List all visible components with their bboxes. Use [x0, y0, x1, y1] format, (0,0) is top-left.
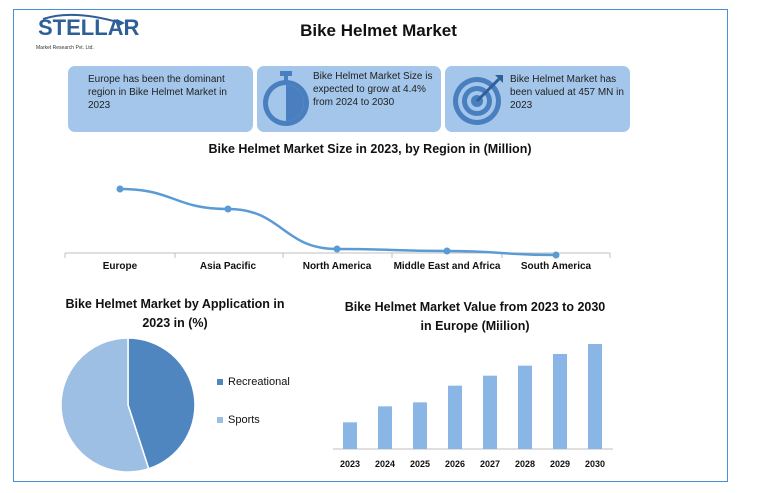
- application-pie-chart: [60, 337, 196, 473]
- legend-item-sports: Sports: [217, 414, 260, 426]
- stellar-logo: STELLAR Market Research Pvt. Ltd.: [33, 13, 139, 55]
- data-point-south-america: [552, 251, 560, 259]
- info-box-value: Bike Helmet Market has been valued at 45…: [445, 66, 630, 132]
- application-chart-title: Bike Helmet Market by Application in 202…: [65, 297, 285, 330]
- page-title: Bike Helmet Market: [300, 21, 457, 40]
- info-box-region-text: Europe has been the dominant region in B…: [88, 74, 227, 111]
- info-box-region: Europe has been the dominant region in B…: [68, 66, 253, 132]
- category-label: Europe: [102, 261, 138, 272]
- target-icon: [453, 75, 503, 125]
- data-point-asia-pacific: [224, 205, 232, 213]
- year-label: 2029: [549, 459, 571, 469]
- pie-slice-recreational: [127, 337, 196, 470]
- category-label: Asia Pacific: [199, 261, 257, 272]
- bar-2028: [518, 365, 532, 449]
- year-label: 2025: [409, 459, 431, 469]
- year-label: 2026: [444, 459, 466, 469]
- data-point-europe: [116, 185, 124, 193]
- bar-2026: [448, 385, 462, 449]
- bar-2027: [483, 375, 497, 449]
- region-chart-title: Bike Helmet Market Size in 2023, by Regi…: [208, 142, 532, 156]
- year-label: 2030: [584, 459, 606, 469]
- stopwatch-icon: [263, 71, 309, 126]
- europe-bar-chart: [333, 344, 613, 450]
- region-line-chart: [64, 185, 611, 259]
- category-label: Middle East and Africa: [393, 261, 501, 272]
- bar-2024: [378, 406, 392, 449]
- category-label: North America: [302, 261, 372, 272]
- bar-2025: [413, 402, 427, 449]
- logo-name: STELLAR: [38, 15, 140, 40]
- info-box-growth-text: Bike Helmet Market Size is expected to g…: [313, 71, 433, 108]
- logo-subtitle: Market Research Pvt. Ltd.: [36, 45, 94, 51]
- legend-swatch-recreational: [217, 379, 223, 386]
- year-label: 2028: [514, 459, 536, 469]
- pie-slice-sports: [60, 337, 150, 473]
- year-label: 2027: [479, 459, 501, 469]
- category-label: South America: [520, 261, 592, 272]
- legend-item-recreational: Recreational: [217, 376, 290, 388]
- bar-2023: [343, 422, 357, 449]
- europe-chart-title: Bike Helmet Market Value from 2023 to 20…: [344, 300, 606, 333]
- legend-label-sports: Sports: [228, 414, 260, 426]
- info-box-value-text: Bike Helmet Market has been valued at 45…: [510, 74, 624, 111]
- data-point-north-america: [333, 245, 341, 253]
- legend-label-recreational: Recreational: [228, 376, 290, 388]
- series-line: [119, 187, 557, 257]
- data-point-middle-east-and-africa: [443, 247, 451, 255]
- info-box-growth: Bike Helmet Market Size is expected to g…: [257, 66, 441, 132]
- bar-2029: [553, 354, 567, 449]
- infographic-frame: [13, 9, 728, 482]
- year-label: 2023: [339, 459, 361, 469]
- bar-2030: [588, 344, 602, 449]
- legend-swatch-sports: [217, 417, 223, 424]
- year-label: 2024: [374, 459, 396, 469]
- logo-swoosh-icon: [42, 13, 125, 27]
